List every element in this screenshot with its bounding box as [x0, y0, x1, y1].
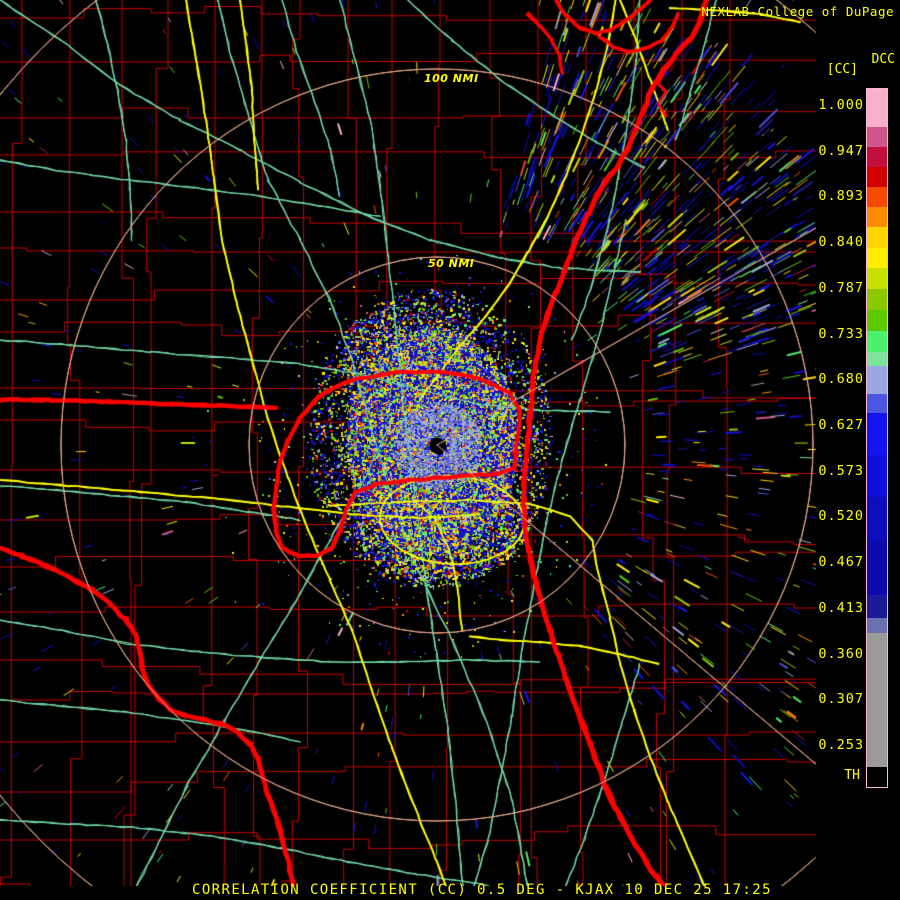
colorscale-tick-label: 0.573 [818, 462, 864, 479]
colorscale-band [867, 186, 887, 207]
colorscale-bar[interactable] [866, 88, 888, 788]
colorscale-band [867, 538, 887, 595]
colorscale-band [867, 268, 887, 290]
colorscale-tick-label: 1.000 [818, 97, 864, 113]
colorscale-tick-label: 0.307 [818, 691, 864, 708]
colorscale-band [867, 393, 887, 414]
colorscale-band [867, 632, 887, 767]
colorscale-tick-label: 0.467 [818, 554, 864, 571]
colorscale-band [867, 226, 887, 248]
colorscale-band [867, 127, 887, 147]
colorscale-tick-label: 0.413 [818, 599, 864, 616]
range-ring-label-50nmi: 50 NMI [428, 257, 475, 270]
colorscale-tick-label: 0.627 [818, 417, 864, 433]
colorscale-band [867, 366, 887, 394]
colorscale-band [867, 455, 887, 497]
colorscale-tick-label: 0.680 [818, 371, 864, 388]
range-ring-label-100nmi: 100 NMI [424, 72, 479, 85]
colorscale-band [867, 247, 887, 269]
product-title: CORRELATION COEFFICIENT (CC) 0.5 DEG - K… [192, 882, 772, 898]
colorscale-tick-label: 0.253 [818, 737, 864, 753]
colorscale-title: DCC [871, 52, 895, 67]
colorscale-band [867, 89, 887, 128]
provider-label: NEXLAB-College of DuPage [701, 4, 894, 19]
colorscale-band [867, 289, 887, 311]
colorscale-band [867, 206, 887, 227]
colorscale-tick-label: 0.893 [818, 188, 864, 205]
colorscale-tick-label: 0.360 [818, 645, 864, 662]
colorscale-band [867, 330, 887, 352]
colorscale-units: [CC] [826, 62, 858, 77]
colorscale-band [867, 594, 887, 619]
colorscale-band [867, 496, 887, 539]
colorscale-bands [867, 89, 887, 787]
colorscale-tick-label: 0.840 [818, 234, 864, 251]
colorscale-band [867, 351, 887, 367]
colorscale-band [867, 310, 887, 331]
colorscale-tick-label: 0.787 [818, 279, 864, 296]
colorscale-band [867, 166, 887, 187]
colorscale-tick-label: 0.520 [818, 508, 864, 525]
colorscale-tick-label: 0.733 [818, 325, 864, 342]
colorscale-tick-label: 0.947 [818, 142, 864, 159]
colorscale-threshold-label: TH [844, 768, 860, 783]
colorscale-band [867, 618, 887, 633]
colorscale-band [867, 413, 887, 456]
colorscale-band [867, 147, 887, 167]
colorscale-band [867, 766, 887, 787]
